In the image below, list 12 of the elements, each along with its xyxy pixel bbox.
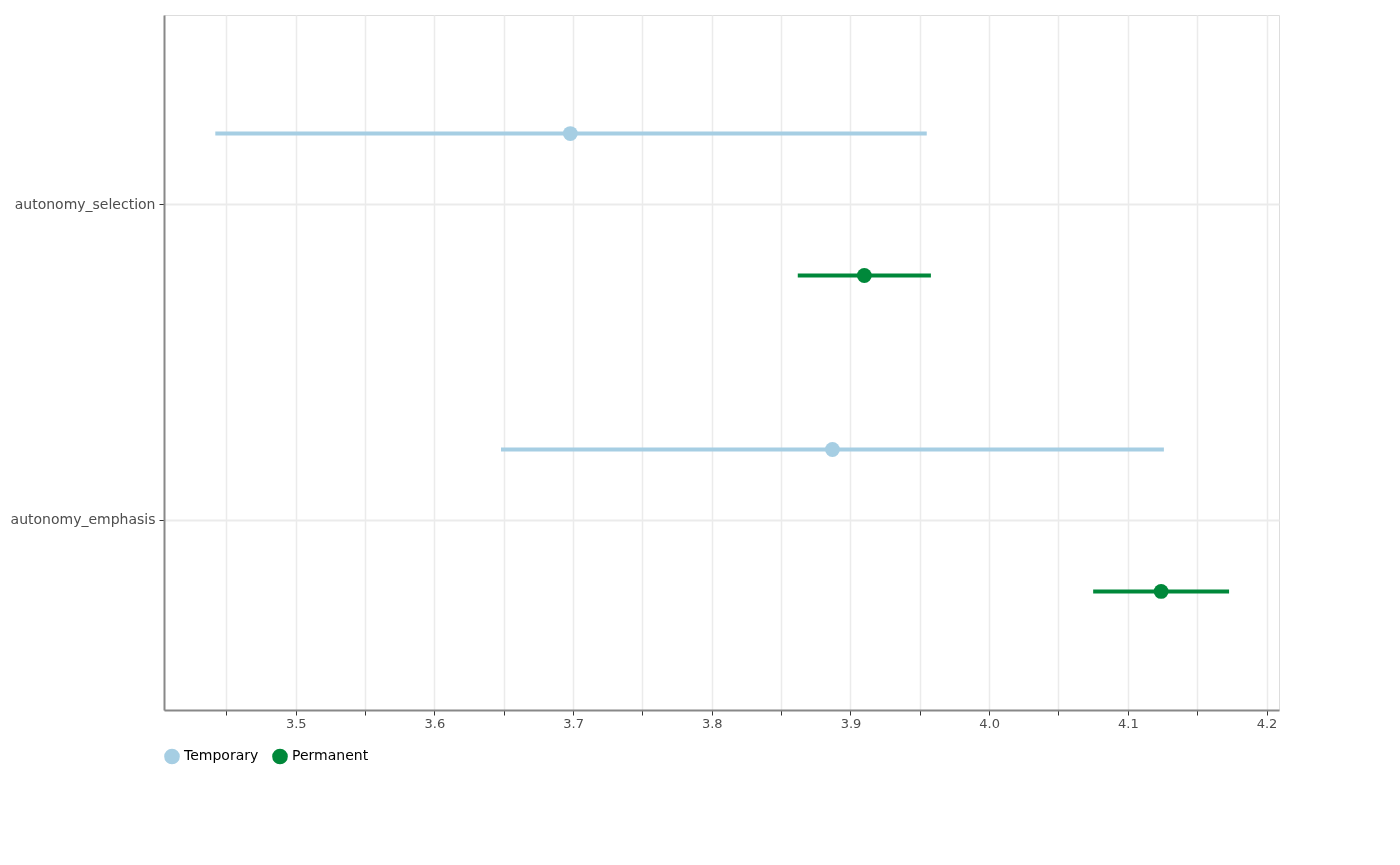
legend-label: Temporary xyxy=(183,747,259,764)
y-tick-label: autonomy_emphasis xyxy=(10,511,156,528)
x-tick-label: 4.0 xyxy=(979,715,1000,731)
x-tick-label: 4.2 xyxy=(1256,715,1278,731)
x-tick-label: 3.5 xyxy=(285,715,307,731)
x-tick-label: 3.7 xyxy=(563,715,584,731)
x-tick-label: 3.8 xyxy=(701,715,723,731)
y-tick-label: autonomy_selection xyxy=(14,195,156,212)
x-tick-label: 4.1 xyxy=(1117,715,1139,731)
x-tick-label: 3.9 xyxy=(840,715,862,731)
legend-label: Permanent xyxy=(292,747,369,764)
x-tick-label: 3.6 xyxy=(424,715,446,731)
